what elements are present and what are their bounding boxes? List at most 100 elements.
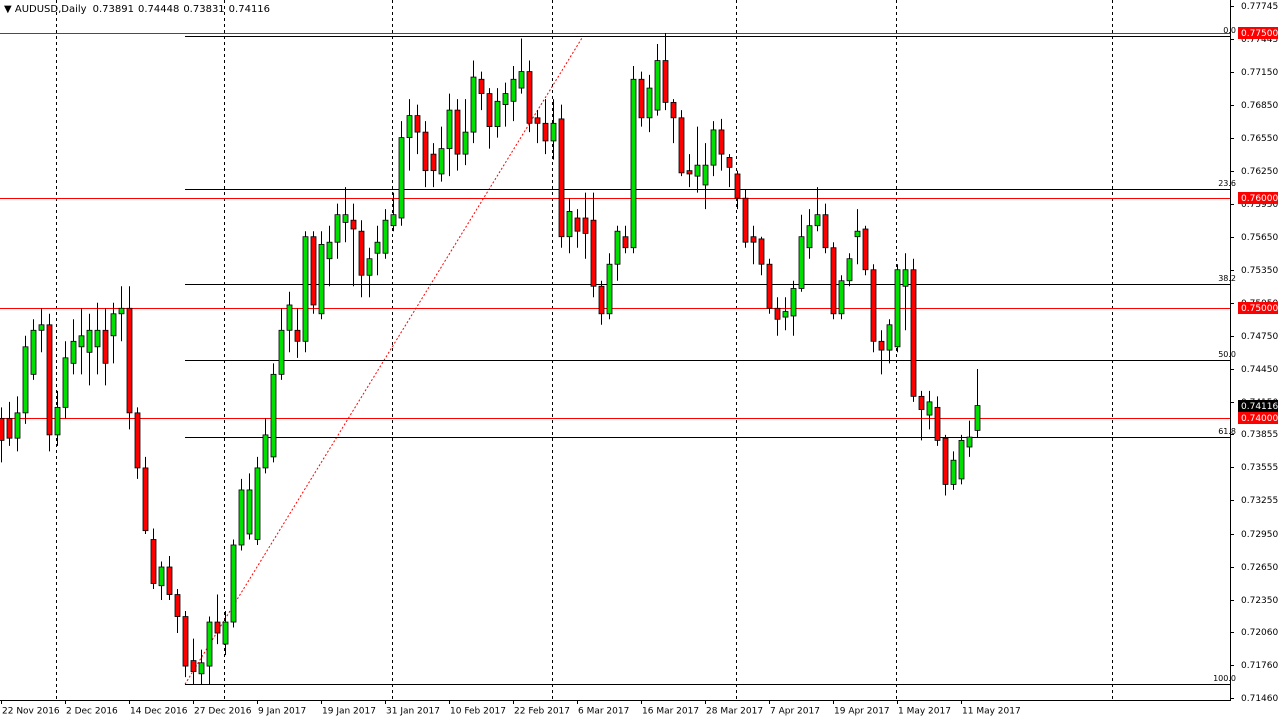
x-tick-label: 16 Mar 2017 <box>642 707 699 717</box>
plot-layer: 0.0 23.6 38.2 50.0 61.8 100.0 <box>0 26 1236 685</box>
bear-candle <box>638 78 645 119</box>
bear-candle <box>430 153 437 172</box>
bear-candle <box>542 122 549 142</box>
bear-candle <box>598 285 605 315</box>
bear-candle <box>862 228 869 271</box>
bear-candle <box>102 329 109 364</box>
bull-candle <box>966 436 973 448</box>
bull-candle <box>286 304 293 331</box>
x-tick-label: 27 Dec 2016 <box>194 707 252 717</box>
bear-candle <box>486 93 493 128</box>
bear-candle <box>774 307 781 320</box>
bear-candle <box>622 236 629 249</box>
x-tick-label: 28 Mar 2017 <box>706 707 763 717</box>
bear-candle <box>134 412 141 469</box>
bull-candle <box>630 78 637 249</box>
bull-candle <box>950 459 957 485</box>
bear-candle <box>750 236 757 243</box>
bull-candle <box>222 621 229 645</box>
bull-candle <box>302 236 309 342</box>
x-tick-label: 11 May 2017 <box>962 707 1021 717</box>
y-tick-label: 0.76250 <box>1241 167 1278 177</box>
x-tick-label: 10 Feb 2017 <box>450 707 506 717</box>
bear-candle <box>574 217 581 232</box>
bear-candle <box>662 60 669 103</box>
level-label-box <box>1238 412 1278 424</box>
y-tick-label: 0.75650 <box>1241 233 1278 243</box>
bull-candle <box>814 214 821 227</box>
bull-candle <box>846 258 853 282</box>
bear-candle <box>0 417 5 441</box>
y-tick-label: 0.75950 <box>1241 200 1278 210</box>
bull-candle <box>78 335 85 348</box>
bear-candle <box>910 269 917 397</box>
bear-candle <box>526 71 533 124</box>
y-tick-label: 0.73255 <box>1241 496 1278 506</box>
level-label: 0.77500 <box>1241 29 1278 39</box>
open-value: 0.73891 <box>93 4 134 15</box>
bull-candle <box>374 241 381 254</box>
period-separators <box>56 0 1113 700</box>
bull-candle <box>806 225 813 249</box>
symbol: AUDUSD,Daily <box>15 4 87 15</box>
y-tick-label: 0.74750 <box>1241 332 1278 342</box>
y-tick-label: 0.77745 <box>1241 2 1278 12</box>
bull-candle <box>510 78 517 102</box>
bull-candle <box>606 263 613 315</box>
bull-candle <box>470 76 477 133</box>
fibo-label: 23.6 <box>1218 179 1236 188</box>
bull-candle <box>38 324 45 331</box>
bull-candle <box>390 214 397 227</box>
x-tick-label: 19 Jan 2017 <box>322 707 376 717</box>
bull-candle <box>902 269 909 287</box>
bull-candle <box>246 489 253 535</box>
y-tick-label: 0.71460 <box>1241 694 1278 704</box>
bear-candle <box>590 219 597 287</box>
x-tick-label: 7 Apr 2017 <box>770 707 820 717</box>
bear-candle <box>294 329 301 342</box>
level-label: 0.76000 <box>1241 194 1278 204</box>
bull-candle <box>446 109 453 150</box>
bull-candle <box>494 100 501 128</box>
bull-candle <box>54 406 61 436</box>
bear-candle <box>742 197 749 243</box>
x-tick-label: 14 Dec 2016 <box>130 707 188 717</box>
bull-candle <box>206 621 213 667</box>
close-value: 0.74116 <box>229 4 270 15</box>
bull-candle <box>342 214 349 223</box>
bull-candle <box>462 131 469 155</box>
current-price-box <box>1238 400 1278 412</box>
bull-candle <box>334 214 341 243</box>
bull-candle <box>886 324 893 351</box>
bear-candle <box>214 621 221 634</box>
bull-candle <box>782 311 789 318</box>
bear-candle <box>422 131 429 172</box>
header: ▼ AUDUSD,Daily 0.73891 0.74448 0.73831 0.741… <box>4 4 270 15</box>
level-label-box <box>1238 302 1278 314</box>
y-tick-label: 0.72060 <box>1241 628 1278 638</box>
bear-candle <box>870 269 877 342</box>
x-tick-label: 19 Apr 2017 <box>834 707 890 717</box>
bull-candle <box>230 544 237 623</box>
bull-candle <box>62 357 69 408</box>
bear-candle <box>878 340 885 351</box>
bull-candle <box>838 280 845 315</box>
bear-candle <box>686 170 693 175</box>
y-tick-label: 0.73555 <box>1241 463 1278 473</box>
bull-candle <box>646 87 653 119</box>
bull-candle <box>550 122 557 142</box>
bull-candle <box>198 662 205 675</box>
bull-candle <box>262 434 269 469</box>
bear-candle <box>46 324 53 436</box>
bear-candle <box>414 115 421 133</box>
bear-candle <box>822 214 829 249</box>
bull-candle <box>614 230 621 265</box>
bear-candle <box>766 263 773 309</box>
x-tick-label: 22 Feb 2017 <box>514 707 570 717</box>
bear-candle <box>830 247 837 315</box>
bear-candle <box>478 78 485 94</box>
bear-candle <box>6 417 13 439</box>
y-tick-label: 0.72650 <box>1241 563 1278 573</box>
